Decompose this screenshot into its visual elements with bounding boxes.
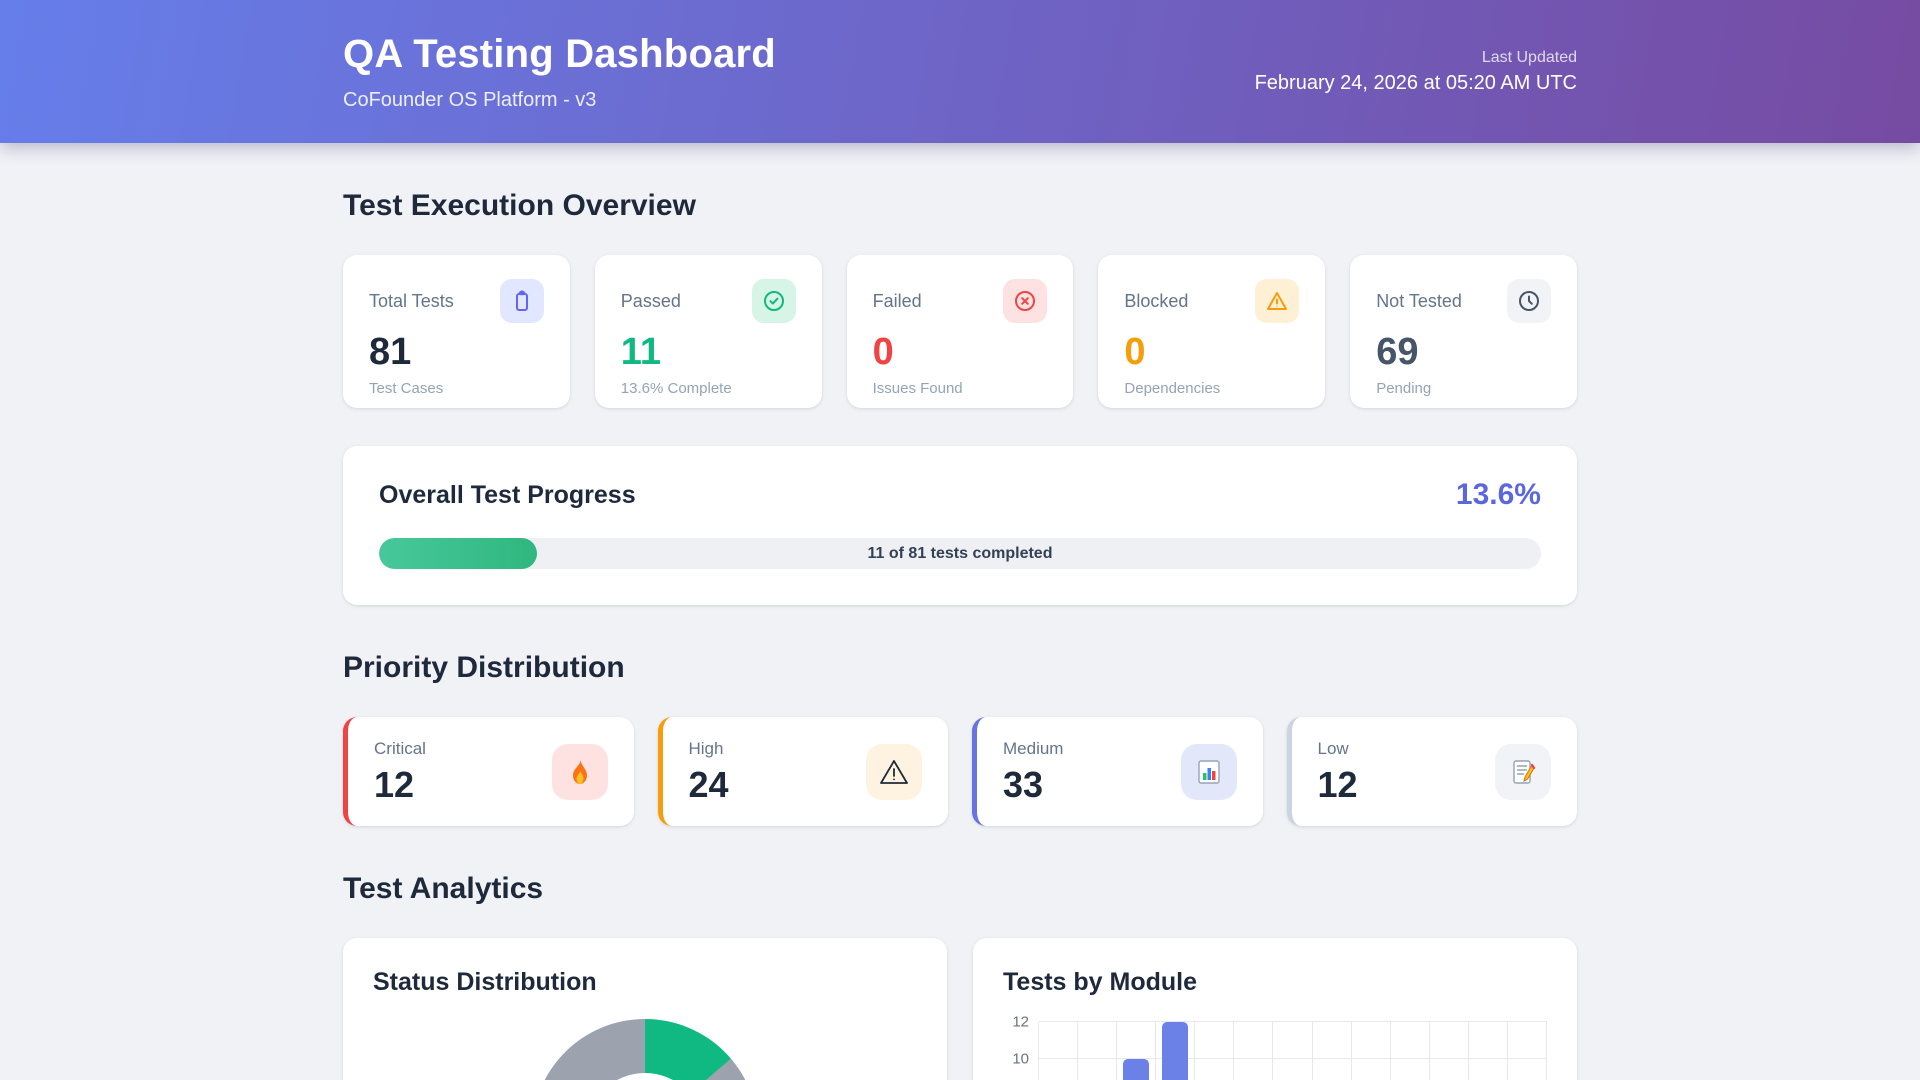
bar-slot [1430,1022,1469,1080]
stat-card-passed: Passed 11 13.6% Complete [594,255,822,408]
stat-card-blocked: Blocked 0 Dependencies [1098,255,1326,408]
stat-value: 69 [1376,331,1419,373]
bar-slot [1352,1022,1391,1080]
priority-card-grid: Critical 12 High 24 M [343,717,1577,826]
priority-label: Medium [1003,738,1064,758]
priority-card-medium: Medium 33 [972,717,1263,826]
check-circle-icon [751,279,796,323]
progress-title: Overall Test Progress [379,480,636,509]
stat-sublabel: Test Cases [369,380,444,397]
chart-title-modules: Tests by Module [1003,968,1198,996]
status-distribution-card: Status Distribution [343,938,947,1080]
stat-sublabel: 13.6% Complete [620,380,732,397]
bar-slot [1508,1022,1548,1080]
stat-value: 81 [369,331,412,373]
bar-slot [1234,1022,1274,1080]
last-updated-block: Last Updated February 24, 2026 at 05:20 … [1255,49,1577,95]
bar-slot [1195,1022,1235,1080]
bar-slot [1313,1022,1352,1080]
tests-by-module-card: Tests by Module 121086420 [973,938,1577,1080]
gridline [1039,1057,1547,1059]
stat-label: Total Tests [369,290,454,311]
section-heading-priority: Priority Distribution [343,651,625,684]
fire-icon [551,743,608,800]
last-updated-value: February 24, 2026 at 05:20 AM UTC [1254,71,1577,94]
x-circle-icon [1003,279,1048,323]
priority-label: High [688,738,724,758]
bar-chart-icon [1180,743,1237,800]
stat-card-failed: Failed 0 Issues Found [846,255,1074,408]
stat-label: Not Tested [1376,290,1462,311]
warning-icon [866,743,922,800]
app-header: QA Testing Dashboard CoFounder OS Platfo… [0,0,1920,143]
section-heading-analytics: Test Analytics [343,872,544,905]
bar-slot [1156,1022,1196,1080]
tests-by-module-bar-chart: 121086420 [1003,1014,1548,1080]
progress-bar-fill [379,538,538,569]
y-axis-tick-label: 12 [1012,1013,1029,1031]
last-updated-label: Last Updated [1481,48,1577,66]
progress-bar-label: 11 of 81 tests completed [867,544,1053,562]
stat-sublabel: Pending [1376,380,1432,397]
stat-label: Failed [872,290,922,311]
section-heading-overview: Test Execution Overview [343,189,696,222]
page-subtitle: CoFounder OS Platform - v3 [343,88,597,111]
progress-bar-track: 11 of 81 tests completed [379,538,1541,569]
stat-card-total-tests: Total Tests 81 Test Cases [343,255,570,408]
header-title-block: QA Testing Dashboard CoFounder OS Platfo… [343,32,776,112]
bar-slot [1469,1022,1508,1080]
bar-slot [1078,1022,1118,1080]
priority-value: 24 [688,763,729,805]
stat-card-grid: Total Tests 81 Test Cases Passed 11 [343,255,1577,408]
priority-card-low: Low 12 [1286,717,1577,826]
priority-value: 33 [1003,763,1044,805]
bar-chart-y-axis: 121086420 [1003,1014,1029,1080]
stat-value: 0 [872,331,894,373]
overall-progress-card: Overall Test Progress 13.6% 11 of 81 tes… [343,446,1577,605]
priority-card-high: High 24 [657,717,948,826]
gridline [1039,1021,1547,1022]
priority-label: Low [1317,738,1349,758]
bar-slot [1039,1022,1079,1080]
priority-label: Critical [374,738,426,758]
status-donut-chart [532,1019,758,1080]
chart-title-status: Status Distribution [373,968,597,996]
page-title: QA Testing Dashboard [343,31,776,76]
stat-value: 0 [1124,331,1146,373]
stat-sublabel: Issues Found [872,380,963,397]
priority-value: 12 [1317,763,1358,805]
analytics-grid: Status Distribution Tests by Module 12 10… [343,938,1577,1080]
clock-icon [1507,279,1551,323]
stat-label: Blocked [1124,290,1189,311]
module-bar [1162,1022,1189,1080]
bar-slot [1117,1022,1157,1080]
progress-percent: 13.6% [1455,478,1541,511]
stat-card-not-tested: Not Tested 69 Pending [1350,255,1577,408]
bar-slot [1273,1022,1313,1080]
clipboard-icon [499,279,544,323]
priority-card-critical: Critical 12 [343,717,634,826]
priority-value: 12 [374,763,415,805]
y-axis-tick-label: 10 [1012,1050,1029,1068]
warning-icon [1255,279,1300,323]
stat-sublabel: Dependencies [1124,380,1221,397]
bar-chart-plot-area [1038,1021,1548,1080]
stat-value: 11 [620,331,661,373]
memo-icon [1495,743,1551,800]
stat-label: Passed [620,290,681,311]
module-bar [1123,1058,1150,1080]
bar-slot [1391,1022,1430,1080]
